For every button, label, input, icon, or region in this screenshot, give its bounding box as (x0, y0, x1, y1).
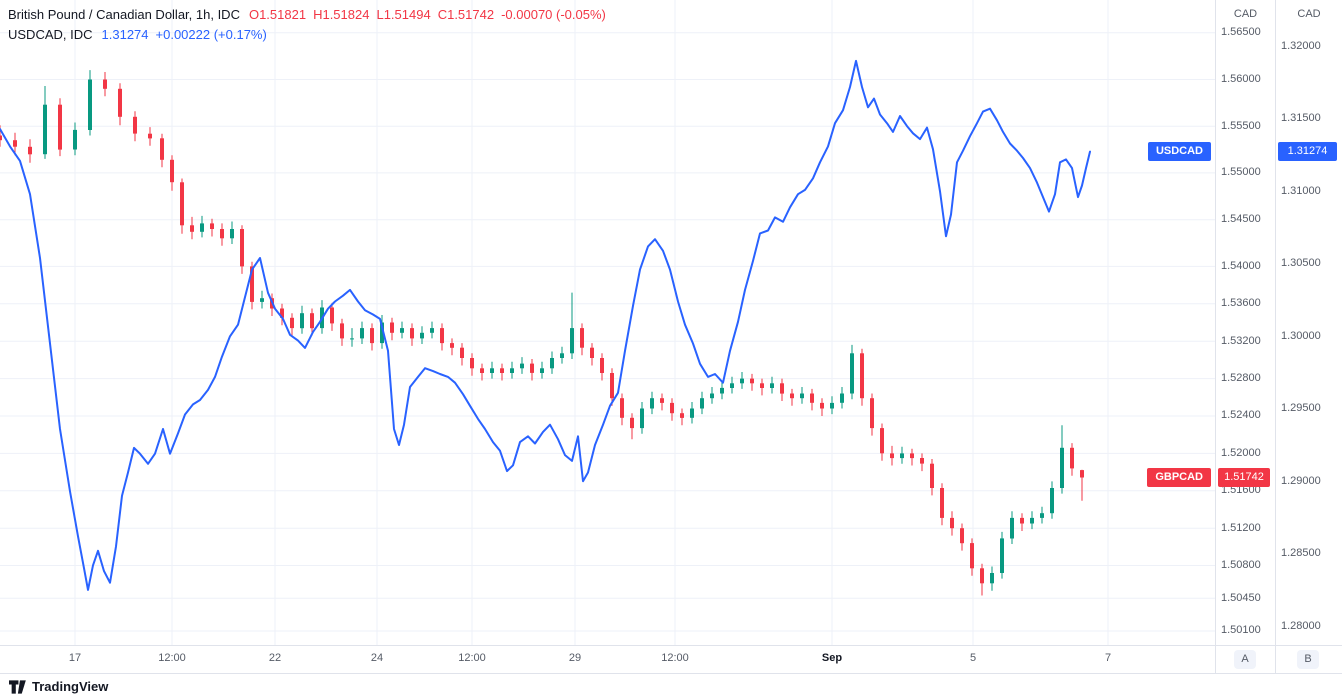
price-axis-tick-label: 1.52400 (1221, 409, 1261, 421)
time-axis-tick-label: 29 (568, 652, 582, 664)
price-axis-tick-label: 1.31000 (1281, 185, 1321, 197)
price-axis-tick-label: 1.54500 (1221, 213, 1261, 225)
price-axis-tick-label: 1.30000 (1281, 330, 1321, 342)
time-axis-tick-label: 5 (969, 652, 977, 664)
tradingview-brand[interactable]: TradingView (32, 679, 109, 694)
ohlc-close: C1.51742 (437, 7, 495, 22)
price-axis-tick-label: 1.55000 (1221, 166, 1261, 178)
symbol-title[interactable]: British Pound / Canadian Dollar, 1h, IDC (8, 7, 240, 22)
price-axis-tick-label: 1.30500 (1281, 257, 1321, 269)
symbol-change: -0.00070 (-0.05%) (501, 7, 606, 22)
chart-legend: British Pound / Canadian Dollar, 1h, IDC… (8, 5, 613, 45)
price-axis-tick-label: 1.51600 (1221, 484, 1261, 496)
time-axis-tick-label: Sep (821, 652, 843, 664)
price-axis-tick-label: 1.54000 (1221, 260, 1261, 272)
ohlc-low: L1.51494 (376, 7, 431, 22)
price-axis-tick-label: 1.29500 (1281, 402, 1321, 414)
usdcad-last-price-label: 1.31274 (1278, 142, 1337, 161)
scale-b-button[interactable]: B (1297, 650, 1319, 669)
price-axis-tick-label: 1.52800 (1221, 372, 1261, 384)
price-axis-tick-label: 1.50450 (1221, 592, 1261, 604)
price-axis-tick-label: 1.52000 (1221, 447, 1261, 459)
price-axis-tick-label: 1.31500 (1281, 112, 1321, 124)
axis-divider (1215, 645, 1216, 673)
price-axis-tick-label: 1.53600 (1221, 297, 1261, 309)
price-axis-tick-label: 1.50800 (1221, 559, 1261, 571)
compare-change: +0.00222 (+0.17%) (155, 27, 267, 42)
gbpcad-price-flag: GBPCAD (1147, 468, 1211, 487)
price-axis-tick-label: 1.55500 (1221, 120, 1261, 132)
legend-row-usdcad: USDCAD, IDC 1.31274 +0.00222 (+0.17%) (8, 25, 613, 45)
price-chart-pane[interactable]: British Pound / Canadian Dollar, 1h, IDC… (0, 0, 1215, 645)
price-axis-tick-label: 1.28000 (1281, 620, 1321, 632)
chart-canvas (0, 0, 1215, 645)
time-axis-tick-label: 12:00 (158, 652, 186, 664)
compare-last-value: 1.31274 (101, 27, 149, 42)
time-axis-tick-label: 12:00 (458, 652, 486, 664)
price-scale-b-currency: CAD (1297, 8, 1321, 20)
usdcad-price-flag: USDCAD (1147, 142, 1211, 161)
axis-divider (1275, 645, 1276, 673)
price-axis-tick-label: 1.32000 (1281, 40, 1321, 52)
time-axis-tick-label: 12:00 (661, 652, 689, 664)
time-axis-tick-label: 7 (1104, 652, 1112, 664)
price-axis-tick-label: 1.56000 (1221, 73, 1261, 85)
price-scale-a[interactable]: CAD 1.51742 1.56500 1.56000 1.55500 1.55000… (1215, 0, 1275, 645)
price-scale-b[interactable]: CAD 1.31274 1.32000 1.31500 1.31000 1.30500… (1275, 0, 1342, 645)
scale-a-button[interactable]: A (1234, 650, 1256, 669)
time-axis-tick-label: 24 (370, 652, 384, 664)
time-axis-tick-label: 22 (268, 652, 282, 664)
price-axis-tick-label: 1.51200 (1221, 522, 1261, 534)
footer-bar: TradingView (0, 673, 1342, 699)
ohlc-high: H1.51824 (313, 7, 370, 22)
price-axis-tick-label: 1.28500 (1281, 547, 1321, 559)
time-axis-tick-label: 17 (68, 652, 82, 664)
price-axis-tick-label: 1.29000 (1281, 475, 1321, 487)
gbpcad-last-price-label: 1.51742 (1218, 468, 1270, 487)
price-axis-tick-label: 1.50100 (1221, 624, 1261, 636)
price-scale-a-currency: CAD (1233, 8, 1258, 20)
tradingview-logo-icon[interactable] (9, 679, 26, 694)
price-axis-tick-label: 1.56500 (1221, 26, 1261, 38)
price-axis-tick-label: 1.53200 (1221, 335, 1261, 347)
ohlc-open: O1.51821 (248, 7, 307, 22)
compare-symbol-title[interactable]: USDCAD, IDC (8, 27, 93, 42)
time-scale[interactable]: A B 17 12:00 22 24 12:00 29 12:00 Sep 5 7 (0, 645, 1342, 673)
legend-row-gbpcad: British Pound / Canadian Dollar, 1h, IDC… (8, 5, 613, 25)
